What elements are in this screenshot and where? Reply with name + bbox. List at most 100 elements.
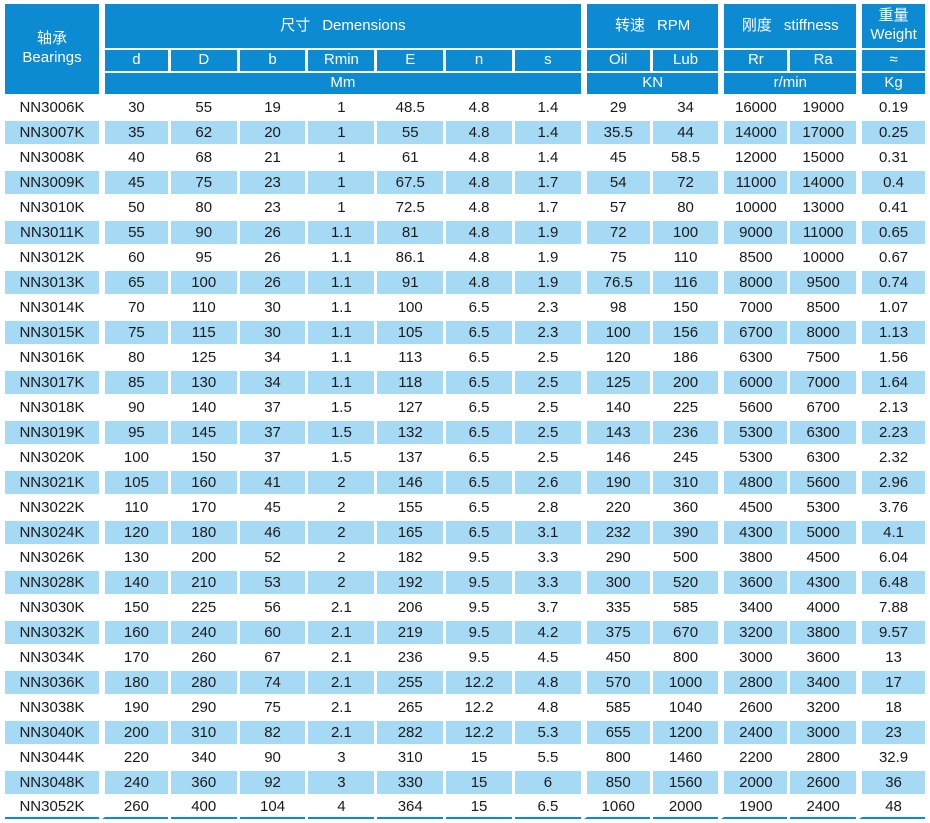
unit-header-row: Mm KN r/min Kg — [5, 73, 925, 94]
value-cell: 1 — [308, 96, 375, 119]
value-cell: 57 — [583, 196, 650, 219]
value-cell: 2 — [308, 571, 375, 594]
value-cell: 364 — [377, 796, 444, 819]
table-row: NN3022K 110 170 45 2 155 6.5 2.8 220 360 4500 5300 3… — [5, 496, 925, 519]
value-cell: 21 — [239, 146, 306, 169]
value-cell: 17 — [859, 671, 925, 694]
value-cell: 6 — [514, 771, 581, 794]
value-cell: 1.13 — [859, 321, 925, 344]
value-cell: 45 — [583, 146, 650, 169]
value-cell: 282 — [377, 721, 444, 744]
col-header-n: n — [446, 50, 512, 71]
value-cell: 30 — [239, 321, 306, 344]
value-cell: 7.88 — [859, 596, 925, 619]
value-cell: 35 — [102, 121, 168, 144]
value-cell: 130 — [170, 371, 237, 394]
value-cell: 60 — [239, 621, 306, 644]
value-cell: 140 — [583, 396, 650, 419]
value-cell: 3800 — [790, 621, 857, 644]
value-cell: 70 — [102, 296, 168, 319]
table-row: NN3030K 150 225 56 2.1 206 9.5 3.7 335 585 3400 400… — [5, 596, 925, 619]
value-cell: 585 — [583, 696, 650, 719]
value-cell: 6.5 — [446, 321, 512, 344]
value-cell: 260 — [102, 796, 168, 819]
value-cell: 160 — [170, 471, 237, 494]
value-cell: 2800 — [790, 746, 857, 769]
value-cell: 2400 — [790, 796, 857, 819]
bearing-model-cell: NN3010K — [5, 196, 99, 219]
value-cell: 6000 — [721, 371, 788, 394]
value-cell: 72.5 — [377, 196, 444, 219]
value-cell: 8000 — [721, 271, 788, 294]
value-cell: 2.8 — [514, 496, 581, 519]
value-cell: 9.5 — [446, 546, 512, 569]
bearing-model-cell: NN3036K — [5, 671, 99, 694]
value-cell: 67.5 — [377, 171, 444, 194]
value-cell: 190 — [102, 696, 168, 719]
unit-kn: KN — [583, 73, 719, 94]
value-cell: 100 — [583, 321, 650, 344]
value-cell: 46 — [239, 521, 306, 544]
table-row: NN3040K 200 310 82 2.1 282 12.2 5.3 655 1200 2400 3… — [5, 721, 925, 744]
value-cell: 520 — [652, 571, 719, 594]
value-cell: 26 — [239, 246, 306, 269]
bearing-model-cell: NN3052K — [5, 796, 99, 819]
value-cell: 4.8 — [446, 146, 512, 169]
value-cell: 100 — [377, 296, 444, 319]
bearing-model-cell: NN3048K — [5, 771, 99, 794]
value-cell: 655 — [583, 721, 650, 744]
value-cell: 12.2 — [446, 671, 512, 694]
table-row: NN3016K 80 125 34 1.1 113 6.5 2.5 120 186 6300 7500… — [5, 346, 925, 369]
value-cell: 17000 — [790, 121, 857, 144]
value-cell: 3.1 — [514, 521, 581, 544]
value-cell: 2.1 — [308, 596, 375, 619]
value-cell: 6.5 — [446, 396, 512, 419]
value-cell: 260 — [170, 646, 237, 669]
value-cell: 9.5 — [446, 571, 512, 594]
value-cell: 6700 — [721, 321, 788, 344]
table-row: NN3019K 95 145 37 1.5 132 6.5 2.5 143 236 5300 6300… — [5, 421, 925, 444]
value-cell: 1 — [308, 146, 375, 169]
value-cell: 3.3 — [514, 546, 581, 569]
value-cell: 2 — [308, 496, 375, 519]
col-header-b: b — [239, 50, 306, 71]
table-row: NN3015K 75 115 30 1.1 105 6.5 2.3 100 156 6700 8000… — [5, 321, 925, 344]
table-row: NN3036K 180 280 74 2.1 255 12.2 4.8 570 1000 2800 3… — [5, 671, 925, 694]
value-cell: 4000 — [790, 596, 857, 619]
value-cell: 1200 — [652, 721, 719, 744]
value-cell: 76.5 — [583, 271, 650, 294]
value-cell: 95 — [170, 246, 237, 269]
bearing-model-cell: NN3040K — [5, 721, 99, 744]
table-row: NN3021K 105 160 41 2 146 6.5 2.6 190 310 4800 5600 2… — [5, 471, 925, 494]
value-cell: 3.3 — [514, 571, 581, 594]
value-cell: 80 — [170, 196, 237, 219]
value-cell: 56 — [239, 596, 306, 619]
value-cell: 90 — [102, 396, 168, 419]
value-cell: 75 — [102, 321, 168, 344]
value-cell: 1.4 — [514, 121, 581, 144]
value-cell: 186 — [652, 346, 719, 369]
value-cell: 120 — [102, 521, 168, 544]
value-cell: 3200 — [790, 696, 857, 719]
value-cell: 2000 — [652, 796, 719, 819]
value-cell: 40 — [102, 146, 168, 169]
value-cell: 200 — [102, 721, 168, 744]
value-cell: 2.23 — [859, 421, 925, 444]
value-cell: 4.8 — [446, 271, 512, 294]
value-cell: 182 — [377, 546, 444, 569]
value-cell: 155 — [377, 496, 444, 519]
value-cell: 48.5 — [377, 96, 444, 119]
weight-label-en: Weight — [870, 26, 917, 43]
col-header-lub: Lub — [652, 50, 719, 71]
table-row: NN3044K 220 340 90 3 310 15 5.5 800 1460 2200 2800 3… — [5, 746, 925, 769]
value-cell: 280 — [170, 671, 237, 694]
value-cell: 7000 — [721, 296, 788, 319]
value-cell: 2400 — [721, 721, 788, 744]
value-cell: 290 — [583, 546, 650, 569]
value-cell: 37 — [239, 446, 306, 469]
table-row: NN3006K 30 55 19 1 48.5 4.8 1.4 29 34 16000 19000 0.… — [5, 96, 925, 119]
value-cell: 255 — [377, 671, 444, 694]
value-cell: 2.1 — [308, 696, 375, 719]
value-cell: 55 — [102, 221, 168, 244]
value-cell: 5600 — [790, 471, 857, 494]
